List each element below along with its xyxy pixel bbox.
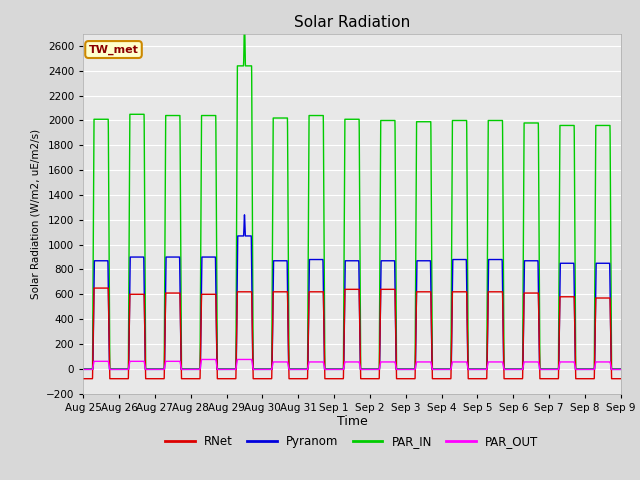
Pyranom bbox=[503, 367, 511, 372]
RNet bbox=[90, 285, 98, 291]
RNet bbox=[472, 376, 480, 382]
PAR_OUT bbox=[616, 367, 624, 372]
RNet bbox=[616, 376, 624, 382]
PAR_IN bbox=[443, 366, 451, 372]
PAR_OUT bbox=[176, 359, 184, 364]
RNet bbox=[443, 376, 451, 382]
Pyranom bbox=[472, 367, 480, 372]
RNet bbox=[503, 376, 511, 382]
Pyranom bbox=[79, 367, 87, 372]
PAR_OUT bbox=[617, 367, 625, 372]
RNet bbox=[176, 290, 184, 296]
Line: PAR_OUT: PAR_OUT bbox=[83, 360, 621, 370]
Pyranom bbox=[332, 367, 340, 372]
Line: RNet: RNet bbox=[83, 288, 621, 379]
PAR_IN bbox=[503, 366, 511, 372]
Title: Solar Radiation: Solar Radiation bbox=[294, 15, 410, 30]
Pyranom bbox=[241, 212, 248, 218]
Pyranom bbox=[176, 267, 184, 273]
RNet bbox=[79, 376, 87, 382]
RNet bbox=[332, 376, 340, 382]
Line: Pyranom: Pyranom bbox=[83, 215, 621, 370]
PAR_IN bbox=[79, 366, 87, 372]
Text: TW_met: TW_met bbox=[88, 44, 138, 55]
Legend: RNet, Pyranom, PAR_IN, PAR_OUT: RNet, Pyranom, PAR_IN, PAR_OUT bbox=[161, 430, 543, 453]
PAR_IN bbox=[176, 113, 184, 119]
RNet bbox=[617, 376, 625, 382]
PAR_OUT bbox=[472, 367, 480, 372]
PAR_OUT bbox=[198, 357, 205, 362]
Pyranom bbox=[443, 367, 451, 372]
PAR_OUT bbox=[79, 367, 87, 372]
Y-axis label: Solar Radiation (W/m2, uE/m2/s): Solar Radiation (W/m2, uE/m2/s) bbox=[30, 129, 40, 299]
PAR_OUT bbox=[332, 367, 340, 372]
PAR_IN bbox=[332, 366, 340, 372]
X-axis label: Time: Time bbox=[337, 415, 367, 429]
PAR_IN bbox=[616, 366, 624, 372]
Pyranom bbox=[616, 367, 624, 372]
PAR_OUT bbox=[443, 367, 451, 372]
PAR_IN bbox=[241, 13, 248, 19]
Pyranom bbox=[617, 367, 625, 372]
PAR_IN bbox=[617, 366, 625, 372]
PAR_IN bbox=[472, 366, 480, 372]
PAR_OUT bbox=[503, 367, 511, 372]
Line: PAR_IN: PAR_IN bbox=[83, 16, 621, 369]
